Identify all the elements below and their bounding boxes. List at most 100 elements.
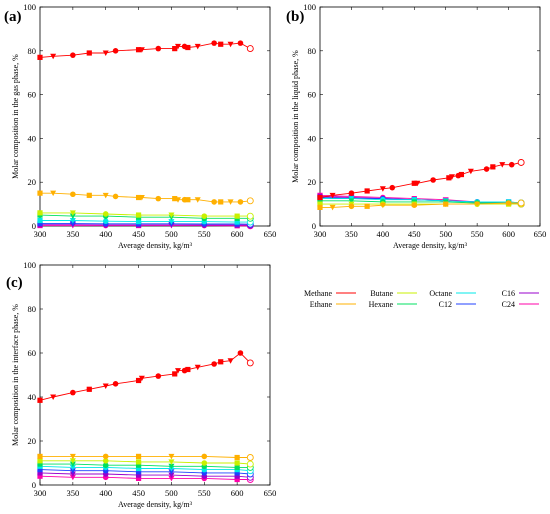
data-point bbox=[234, 213, 240, 219]
data-point bbox=[168, 212, 175, 219]
data-point bbox=[317, 201, 323, 207]
data-point bbox=[237, 199, 244, 205]
legend-label: Hexane bbox=[369, 300, 394, 309]
series-line bbox=[39, 222, 251, 225]
series-line bbox=[39, 475, 251, 480]
y-tick-label: 100 bbox=[303, 2, 316, 12]
data-point bbox=[172, 371, 178, 377]
data-point bbox=[50, 190, 57, 197]
data-point bbox=[168, 469, 175, 475]
data-point bbox=[458, 171, 465, 178]
data-point bbox=[135, 377, 142, 384]
data-point bbox=[102, 462, 109, 469]
legend-label: Ethane bbox=[310, 300, 333, 309]
data-point bbox=[102, 218, 109, 224]
data-point bbox=[69, 458, 76, 464]
data-point bbox=[246, 454, 254, 461]
data-point bbox=[135, 475, 142, 481]
y-axis-label: Molar composition in the interface phase… bbox=[11, 304, 20, 446]
data-point bbox=[86, 50, 92, 56]
data-point bbox=[138, 47, 145, 53]
data-point bbox=[379, 186, 386, 192]
data-point bbox=[37, 473, 43, 479]
data-point bbox=[218, 41, 224, 47]
series-ethane bbox=[37, 453, 254, 461]
data-point bbox=[112, 193, 119, 200]
series-c16 bbox=[37, 221, 254, 229]
x-tick-label: 350 bbox=[345, 229, 358, 239]
data-point bbox=[227, 41, 234, 48]
x-tick-label: 550 bbox=[471, 229, 484, 239]
x-tick-label: 450 bbox=[132, 229, 145, 239]
data-point bbox=[135, 194, 142, 201]
data-point bbox=[135, 219, 142, 225]
x-tick-label: 600 bbox=[231, 488, 244, 498]
data-point bbox=[483, 166, 490, 172]
data-point bbox=[175, 368, 181, 374]
series-line bbox=[40, 220, 251, 223]
x-axis-label: Average density, kg/m³ bbox=[393, 241, 468, 250]
data-point bbox=[135, 459, 142, 465]
data-point bbox=[69, 464, 76, 471]
series-ethane bbox=[37, 190, 254, 205]
data-point bbox=[246, 45, 254, 53]
series-line bbox=[39, 465, 251, 472]
data-point bbox=[168, 472, 175, 479]
data-point bbox=[211, 40, 217, 46]
x-tick-label: 550 bbox=[198, 488, 211, 498]
data-point bbox=[234, 464, 240, 470]
data-point bbox=[50, 53, 57, 60]
data-point bbox=[185, 366, 191, 373]
data-point bbox=[227, 199, 234, 205]
data-point bbox=[86, 192, 92, 198]
data-point bbox=[201, 460, 208, 466]
data-point bbox=[211, 199, 217, 205]
panel-label: (b) bbox=[286, 9, 304, 25]
x-tick-label: 500 bbox=[165, 488, 178, 498]
legend-label: Methane bbox=[304, 289, 332, 298]
series-methane bbox=[37, 350, 254, 403]
legend-entry-c24: C24 bbox=[502, 300, 539, 309]
series-line bbox=[40, 460, 251, 465]
data-point bbox=[155, 195, 162, 202]
x-tick-label: 500 bbox=[165, 229, 178, 239]
data-point bbox=[194, 197, 201, 203]
data-point bbox=[449, 174, 455, 180]
x-tick-label: 450 bbox=[408, 229, 421, 239]
data-point bbox=[211, 361, 217, 367]
data-point bbox=[69, 461, 76, 468]
panel-label: (c) bbox=[6, 275, 23, 291]
data-point bbox=[135, 212, 142, 218]
data-point bbox=[185, 44, 191, 51]
data-point bbox=[348, 190, 355, 196]
chart-panel-1: 300 350 400 450 500 550 600 650 0 20 40 60 80 100 Aver… bbox=[4, 2, 276, 250]
x-tick-label: 650 bbox=[264, 488, 277, 498]
x-tick-label: 400 bbox=[376, 229, 389, 239]
legend-label: Butane bbox=[370, 289, 393, 298]
panel-label: (a) bbox=[4, 9, 22, 25]
data-point bbox=[168, 475, 175, 482]
series-ethane bbox=[317, 199, 525, 211]
data-point bbox=[102, 192, 109, 199]
y-axis-label: Molar composition in the liquid phase, % bbox=[291, 50, 300, 183]
x-tick-label: 650 bbox=[534, 229, 547, 239]
data-point bbox=[505, 200, 512, 206]
series-line bbox=[39, 214, 251, 219]
data-point bbox=[37, 217, 43, 224]
data-point bbox=[474, 201, 481, 208]
data-point bbox=[246, 212, 254, 220]
x-tick-label: 400 bbox=[99, 229, 112, 239]
data-point bbox=[194, 364, 201, 371]
y-tick-label: 100 bbox=[23, 260, 36, 270]
data-point bbox=[508, 161, 515, 168]
data-point bbox=[37, 470, 43, 476]
data-point bbox=[317, 204, 323, 210]
series-line bbox=[40, 455, 251, 458]
data-point bbox=[69, 218, 76, 224]
data-point bbox=[37, 220, 43, 226]
legend: Methane Ethane Butane Hexane Octane C12 C16 C24 bbox=[304, 289, 539, 309]
data-point bbox=[86, 386, 92, 392]
legend-entry-ethane: Ethane bbox=[310, 300, 356, 309]
x-tick-label: 600 bbox=[502, 229, 515, 239]
